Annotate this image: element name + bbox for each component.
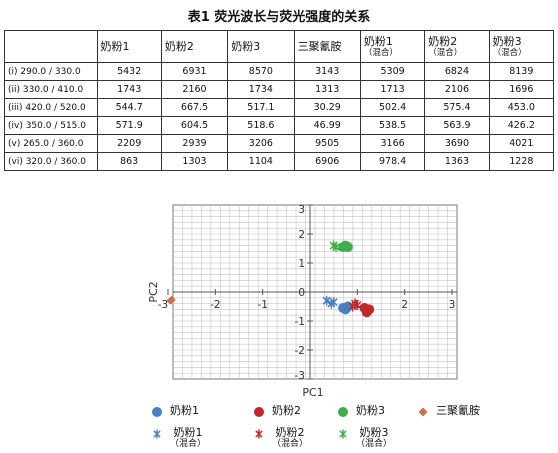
legend-label: 奶粉1 （混合） xyxy=(170,426,206,450)
legend-label: 奶粉2 xyxy=(272,404,301,417)
legend-item: 奶粉1 （混合） xyxy=(150,426,206,450)
legend-name: 奶粉2 xyxy=(272,404,301,417)
circle-marker-icon xyxy=(152,407,162,417)
asterisk-marker-icon xyxy=(339,429,347,439)
legend-label: 奶粉3 （混合） xyxy=(356,426,392,450)
x-tick-label: 2 xyxy=(401,299,408,311)
data-point xyxy=(364,304,375,315)
y-tick-label: -3 xyxy=(295,370,305,382)
column-header-label: 奶粉3 xyxy=(231,39,261,53)
column-header-label: 奶粉1 xyxy=(100,39,130,53)
column-header: 奶粉3 （混合） xyxy=(488,30,555,63)
y-tick-label: 1 xyxy=(298,258,305,270)
data-point xyxy=(348,301,357,312)
value-cell: 1228 xyxy=(488,152,555,171)
column-header-label: 奶粉2 xyxy=(428,34,458,48)
column-header-label: 奶粉1 xyxy=(363,34,393,48)
legend: 奶粉1 奶粉2 奶粉3 三聚氰胺 奶粉1 （混合） 奶粉2 （混合） 奶粉3 （混合） xyxy=(150,400,550,452)
asterisk-marker-icon xyxy=(255,429,263,439)
column-header-label: 奶粉3 xyxy=(492,34,522,48)
column-header xyxy=(4,30,98,63)
table-title: 表1 荧光波长与荧光强度的关系 xyxy=(187,10,371,25)
value-cell: 1363 xyxy=(424,152,490,171)
legend-name: 奶粉1 xyxy=(173,426,203,439)
asterisk-marker-icon xyxy=(153,429,161,439)
legend-label: 三聚氰胺 xyxy=(436,404,480,417)
column-header-label: 奶粉2 xyxy=(164,39,194,53)
legend-label: 奶粉2 （混合） xyxy=(272,426,308,450)
y-tick-label: -2 xyxy=(295,345,305,357)
column-header: 奶粉1 xyxy=(96,30,162,63)
legend-sub: （混合） xyxy=(356,439,393,449)
legend-label: 奶粉3 xyxy=(356,404,385,417)
x-tick-label: -3 xyxy=(158,299,168,311)
legend-item: 奶粉2 xyxy=(252,404,301,419)
legend-sub: （混合） xyxy=(272,439,309,449)
table-row: (ii) 330.0 / 410.0 1743 2160 1734 1313 1713 21… xyxy=(4,80,555,99)
x-tick-label: 3 xyxy=(449,299,456,311)
column-header-label: 三聚氰胺 xyxy=(297,39,342,53)
y-tick-label: 2 xyxy=(298,229,305,241)
legend-name: 奶粉3 xyxy=(356,404,385,417)
y-axis-label: PC2 xyxy=(147,281,160,302)
value-cell: 6906 xyxy=(293,152,361,171)
legend-name: 三聚氰胺 xyxy=(436,404,480,417)
legend-item: 奶粉1 xyxy=(150,404,199,419)
x-tick-label: -1 xyxy=(257,299,267,311)
legend-name: 奶粉2 xyxy=(275,426,305,439)
table-row: (iv) 350.0 / 515.0 571.9 604.5 518.6 46.99 53… xyxy=(4,116,555,135)
fluorescence-table: 奶粉1 奶粉2 奶粉3 三聚氰胺 奶粉1 （混合） 奶粉2 （混合） 奶粉3 （混合） (i) 2… xyxy=(4,30,555,171)
value-cell: 1303 xyxy=(160,152,229,171)
column-header-sub: （混合） xyxy=(363,47,398,58)
legend-item: 三聚氰胺 xyxy=(416,404,480,419)
x-axis-label: PC1 xyxy=(302,386,323,399)
table-row: (v) 265.0 / 360.0 2209 2939 3206 9505 3166 369… xyxy=(4,134,555,153)
legend-sub: （混合） xyxy=(170,439,207,449)
condition-cell: (vi) 320.0 / 360.0 xyxy=(4,152,98,171)
data-point xyxy=(322,295,331,306)
legend-item: 奶粉3 （混合） xyxy=(336,426,392,450)
legend-name: 奶粉3 xyxy=(359,426,389,439)
column-header-sub: （混合） xyxy=(492,47,527,58)
table-row: (vi) 320.0 / 360.0 863 1303 1104 6906 978.4 13… xyxy=(4,152,555,171)
legend-item: 奶粉2 （混合） xyxy=(252,426,308,450)
legend-name: 奶粉1 xyxy=(170,404,199,417)
x-tick-label: -2 xyxy=(210,299,220,311)
data-point xyxy=(342,242,353,253)
legend-label: 奶粉1 xyxy=(170,404,199,417)
table-header-row: 奶粉1 奶粉2 奶粉3 三聚氰胺 奶粉1 （混合） 奶粉2 （混合） 奶粉3 （混合） xyxy=(4,30,555,63)
column-header: 三聚氰胺 xyxy=(293,30,361,63)
column-header: 奶粉2 （混合） xyxy=(424,30,490,63)
y-tick-label: -1 xyxy=(295,316,305,328)
y-tick-label: 3 xyxy=(298,204,305,216)
value-cell: 1104 xyxy=(227,152,295,171)
table-row: (i) 290.0 / 330.0 5432 6931 8570 3143 5309 682… xyxy=(4,62,555,81)
column-header: 奶粉3 xyxy=(227,30,295,63)
circle-marker-icon xyxy=(338,407,348,417)
data-point xyxy=(167,295,176,304)
legend-item: 奶粉3 xyxy=(336,404,385,419)
diamond-marker-icon xyxy=(418,407,428,417)
data-point xyxy=(332,242,341,253)
table-body: (i) 290.0 / 330.0 5432 6931 8570 3143 5309 682… xyxy=(4,62,555,171)
column-header-sub: （混合） xyxy=(428,47,463,58)
circle-marker-icon xyxy=(254,407,264,417)
data-point xyxy=(329,297,338,308)
y-tick-label: 0 xyxy=(298,287,305,299)
data-point xyxy=(353,300,362,311)
